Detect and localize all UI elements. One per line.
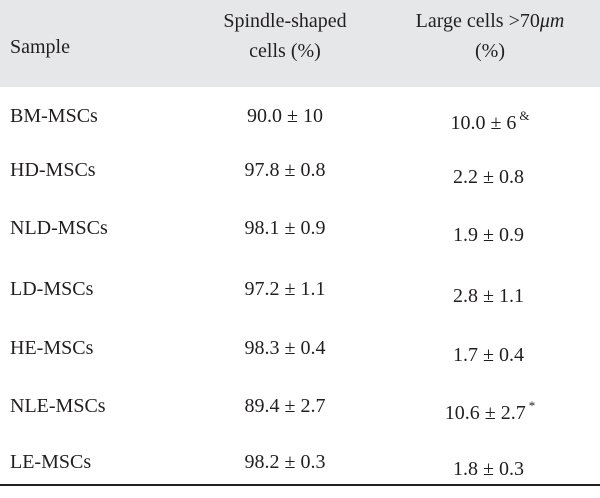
table-bottom-rule	[0, 484, 600, 486]
cell-sample: BM-MSCs	[10, 105, 98, 127]
cell-sample: NLD-MSCs	[10, 217, 108, 239]
cell-sample: HE-MSCs	[10, 337, 94, 359]
cell-spindle: 98.3 ± 0.4	[244, 337, 326, 359]
cell-large-value: 2.8 ± 1.1	[453, 285, 524, 307]
table-row: LE-MSCs 98.2 ± 0.3 1.8 ± 0.3	[0, 433, 600, 491]
cell-large: 10.6 ± 2.7 *	[380, 377, 600, 442]
cell-large: 1.8 ± 0.3	[380, 433, 600, 498]
cell-large-value: 2.2 ± 0.8	[453, 166, 524, 188]
cell-sample: LE-MSCs	[10, 451, 92, 473]
table-row: BM-MSCs 90.0 ± 10 10.0 ± 6 &	[0, 87, 600, 145]
cell-footnote-mark: *	[528, 398, 536, 413]
table-row: HE-MSCs 98.3 ± 0.4 1.7 ± 0.4	[0, 319, 600, 377]
cell-large-value: 1.9 ± 0.9	[453, 224, 524, 246]
cell-large: 10.0 ± 6 &	[380, 87, 600, 152]
header-spindle-shaped: Spindle-shaped cells (%)	[185, 6, 385, 66]
cell-large-value: 10.6 ± 2.7	[444, 402, 526, 424]
cell-sample: HD-MSCs	[10, 159, 96, 181]
table-row: NLE-MSCs 89.4 ± 2.7 10.6 ± 2.7 *	[0, 377, 600, 435]
cell-spindle: 90.0 ± 10	[247, 105, 323, 127]
cell-sample: NLE-MSCs	[10, 395, 106, 417]
cell-footnote-mark: &	[519, 108, 530, 123]
header-large-cells: Large cells >70μm (%)	[380, 6, 600, 66]
table-row: NLD-MSCs 98.1 ± 0.9 1.9 ± 0.9	[0, 199, 600, 257]
header-large-line1: Large cells >70μm	[380, 6, 600, 36]
table-row: HD-MSCs 97.8 ± 0.8 2.2 ± 0.8	[0, 141, 600, 199]
cell-spindle: 89.4 ± 2.7	[244, 395, 326, 417]
cell-large-value: 1.7 ± 0.4	[453, 344, 524, 366]
header-large-line2: (%)	[475, 40, 505, 62]
cell-spindle: 98.2 ± 0.3	[244, 451, 326, 473]
table-header: Sample Spindle-shaped cells (%) Large ce…	[0, 0, 600, 87]
header-large-text: Large cells >70	[415, 10, 540, 32]
data-table: Sample Spindle-shaped cells (%) Large ce…	[0, 0, 600, 486]
cell-spindle: 98.1 ± 0.9	[244, 217, 326, 239]
cell-large-value: 10.0 ± 6	[450, 112, 517, 134]
cell-large: 2.8 ± 1.1	[380, 260, 600, 325]
header-spindle-line2: cells (%)	[249, 40, 321, 62]
cell-large: 1.7 ± 0.4	[380, 319, 600, 384]
header-large-unit: μm	[539, 10, 565, 32]
cell-sample: LD-MSCs	[10, 278, 94, 300]
header-sample: Sample	[10, 36, 70, 58]
header-spindle-line1: Spindle-shaped	[223, 10, 347, 32]
cell-spindle: 97.2 ± 1.1	[244, 278, 326, 300]
cell-spindle: 97.8 ± 0.8	[244, 159, 326, 181]
cell-large: 2.2 ± 0.8	[380, 141, 600, 206]
cell-large: 1.9 ± 0.9	[380, 199, 600, 264]
table-row: LD-MSCs 97.2 ± 1.1 2.8 ± 1.1	[0, 260, 600, 318]
cell-large-value: 1.8 ± 0.3	[453, 458, 524, 480]
